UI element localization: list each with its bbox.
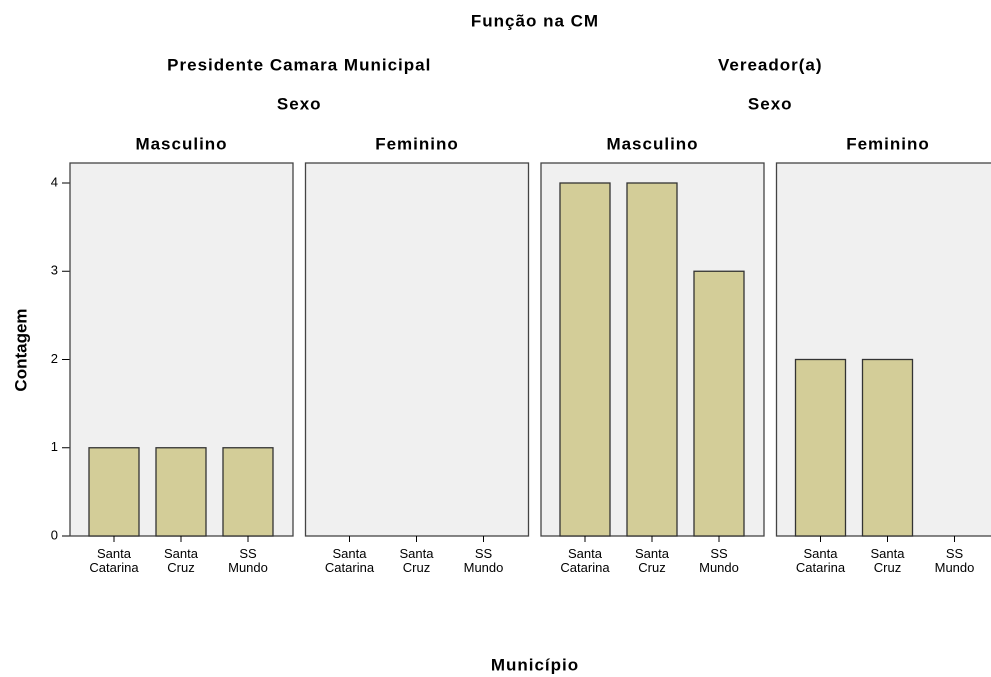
x-tick-label: SS Mundo <box>228 546 268 575</box>
chart-title: Função na CM <box>471 11 599 30</box>
y-tick-label: 1 <box>51 439 58 454</box>
panel-title: Feminino <box>846 134 930 153</box>
x-tick-label: Santa Catarina <box>560 546 610 575</box>
bar <box>693 270 745 537</box>
group-title: Presidente Camara Municipal <box>167 55 431 74</box>
bar <box>794 358 847 537</box>
bar <box>626 182 678 537</box>
x-tick-label: Santa Cruz <box>164 546 199 575</box>
x-tick-label: Santa Catarina <box>796 546 846 575</box>
x-tick-label: Santa Cruz <box>400 546 435 575</box>
bar <box>155 447 207 537</box>
x-tick-label: Santa Cruz <box>635 546 670 575</box>
panel <box>304 162 530 537</box>
panel-title: Masculino <box>606 134 698 153</box>
panel-title: Feminino <box>375 134 459 153</box>
x-tick-label: SS Mundo <box>935 546 975 575</box>
panel-title: Masculino <box>135 134 227 153</box>
facet-title: Sexo <box>277 94 322 113</box>
y-axis-title: Contagem <box>11 308 30 391</box>
x-tick-label: Santa Cruz <box>871 546 906 575</box>
x-tick-label: Santa Catarina <box>325 546 375 575</box>
y-tick-label: 2 <box>51 351 58 366</box>
y-tick-label: 4 <box>51 174 58 189</box>
x-axis-title: Município <box>491 655 579 674</box>
y-tick-label: 0 <box>51 527 58 542</box>
bar <box>559 182 611 537</box>
bar <box>88 447 140 537</box>
bar <box>222 447 274 537</box>
facet-title: Sexo <box>748 94 793 113</box>
x-tick-label: Santa Catarina <box>89 546 139 575</box>
x-tick-label: SS Mundo <box>699 546 739 575</box>
x-tick-label: SS Mundo <box>464 546 504 575</box>
group-title: Vereador(a) <box>718 55 823 74</box>
y-tick-label: 3 <box>51 263 58 278</box>
bar <box>861 358 914 537</box>
